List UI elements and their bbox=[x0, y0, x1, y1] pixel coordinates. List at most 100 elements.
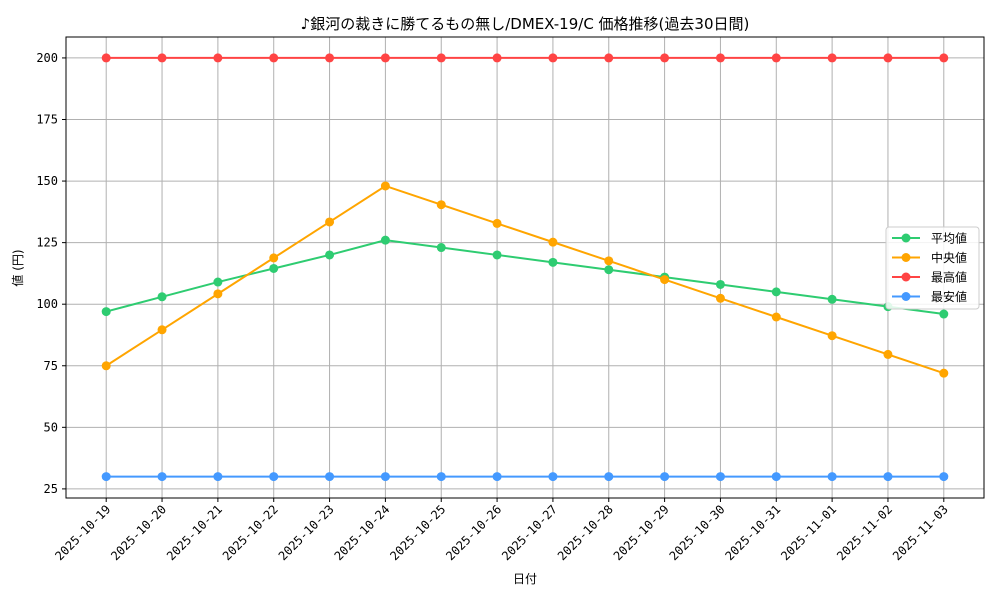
data-point bbox=[771, 287, 781, 297]
data-point bbox=[101, 361, 111, 371]
x-tick-label: 2025-10-30 bbox=[667, 502, 728, 563]
x-tick-label: 2025-10-28 bbox=[555, 502, 616, 563]
y-tick-label: 125 bbox=[36, 236, 58, 250]
data-point bbox=[492, 218, 502, 228]
data-point bbox=[380, 472, 390, 482]
data-point bbox=[548, 257, 558, 267]
data-point bbox=[325, 250, 335, 260]
data-point bbox=[101, 53, 111, 63]
data-point bbox=[660, 53, 670, 63]
data-point bbox=[213, 277, 223, 287]
series-最高値 bbox=[101, 53, 949, 63]
plot-frame bbox=[65, 36, 985, 499]
data-point bbox=[827, 294, 837, 304]
legend-box bbox=[885, 226, 980, 310]
data-point bbox=[939, 472, 949, 482]
data-point bbox=[548, 53, 558, 63]
data-point bbox=[213, 289, 223, 299]
x-tick-label: 2025-10-29 bbox=[611, 502, 672, 563]
grid bbox=[66, 37, 984, 498]
data-point bbox=[269, 263, 279, 273]
x-tick-label: 2025-10-31 bbox=[722, 502, 783, 563]
data-point bbox=[213, 472, 223, 482]
legend-marker bbox=[901, 292, 911, 301]
data-point bbox=[827, 472, 837, 482]
x-tick-label: 2025-10-27 bbox=[499, 502, 560, 563]
data-point bbox=[604, 256, 614, 266]
data-point bbox=[325, 472, 335, 482]
data-point bbox=[827, 53, 837, 63]
data-point bbox=[715, 53, 725, 63]
data-point bbox=[380, 235, 390, 245]
data-point bbox=[827, 331, 837, 341]
data-point bbox=[436, 243, 446, 253]
data-point bbox=[492, 250, 502, 260]
data-point bbox=[269, 253, 279, 263]
data-point bbox=[101, 307, 111, 317]
series-group bbox=[101, 53, 949, 482]
legend-label: 最高値 bbox=[931, 270, 967, 285]
data-point bbox=[157, 292, 167, 302]
data-point bbox=[939, 368, 949, 378]
y-tick-label: 200 bbox=[36, 51, 58, 65]
data-point bbox=[380, 181, 390, 191]
data-point bbox=[771, 472, 781, 482]
data-point bbox=[157, 325, 167, 335]
x-tick-label: 2025-11-03 bbox=[890, 502, 951, 563]
data-point bbox=[883, 53, 893, 63]
x-tick-label: 2025-10-20 bbox=[108, 502, 169, 563]
data-point bbox=[325, 217, 335, 227]
data-point bbox=[380, 53, 390, 63]
data-point bbox=[883, 349, 893, 359]
series-line bbox=[105, 239, 944, 316]
data-point bbox=[604, 265, 614, 275]
data-point bbox=[604, 472, 614, 482]
data-point bbox=[157, 53, 167, 63]
legend-label: 最安値 bbox=[931, 289, 967, 304]
legend-marker bbox=[901, 233, 911, 243]
x-axis-label: 日付 bbox=[513, 572, 537, 586]
y-tick-label: 175 bbox=[36, 112, 58, 126]
legend-marker bbox=[901, 272, 911, 282]
chart-title: ♪銀河の裁きに勝てるもの無し/DMEX-19/C 価格推移(過去30日間) bbox=[301, 15, 750, 33]
series-最安値 bbox=[101, 472, 949, 482]
data-point bbox=[771, 312, 781, 322]
x-tick-label: 2025-10-23 bbox=[276, 502, 337, 563]
y-tick-label: 75 bbox=[44, 359, 58, 373]
data-point bbox=[883, 472, 893, 482]
y-tick-label: 50 bbox=[44, 420, 58, 434]
y-tick-label: 150 bbox=[36, 174, 58, 188]
data-point bbox=[939, 53, 949, 63]
x-tick-label: 2025-10-26 bbox=[443, 502, 504, 563]
data-point bbox=[771, 53, 781, 63]
data-point bbox=[436, 472, 446, 482]
data-point bbox=[715, 279, 725, 289]
data-point bbox=[715, 293, 725, 303]
data-point bbox=[604, 53, 614, 63]
data-point bbox=[269, 472, 279, 482]
x-tick-label: 2025-10-24 bbox=[332, 502, 393, 563]
legend-marker bbox=[901, 253, 911, 262]
data-point bbox=[269, 53, 279, 63]
data-point bbox=[157, 472, 167, 482]
y-tick-label: 100 bbox=[36, 297, 58, 311]
x-tick-label: 2025-10-25 bbox=[387, 502, 448, 563]
x-tick-label: 2025-11-02 bbox=[834, 502, 895, 563]
data-point bbox=[436, 200, 446, 210]
x-tick-label: 2025-10-21 bbox=[164, 502, 225, 563]
data-point bbox=[548, 237, 558, 247]
data-point bbox=[660, 275, 670, 285]
y-tick-label: 25 bbox=[44, 482, 58, 496]
data-point bbox=[436, 53, 446, 63]
data-point bbox=[213, 53, 223, 63]
series-平均値 bbox=[101, 235, 949, 319]
x-tick-label: 2025-11-01 bbox=[778, 502, 839, 563]
ticks: 2025-10-192025-10-202025-10-212025-10-22… bbox=[36, 51, 951, 563]
data-point bbox=[660, 472, 670, 482]
x-tick-label: 2025-10-22 bbox=[220, 502, 281, 563]
legend-label: 中央値 bbox=[931, 250, 967, 265]
data-point bbox=[325, 53, 335, 63]
legend-label: 平均値 bbox=[931, 231, 967, 246]
y-axis-label: 値 (円) bbox=[10, 249, 25, 286]
